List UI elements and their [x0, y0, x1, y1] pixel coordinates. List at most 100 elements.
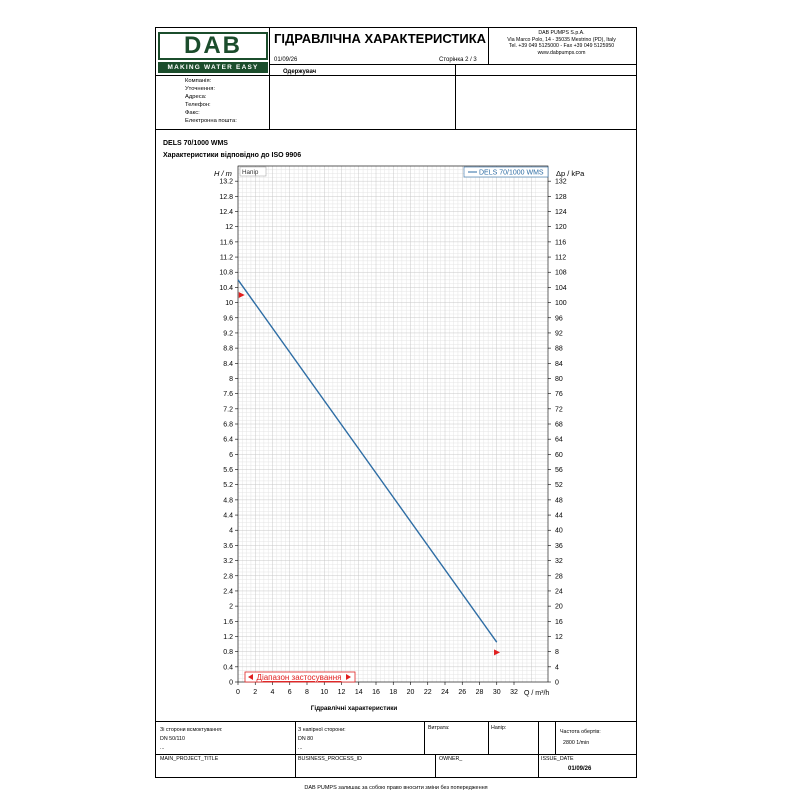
- x-tick-label: 28: [476, 689, 484, 696]
- suction-label: Зі сторони всмоктування:: [160, 727, 223, 733]
- y-right-tick-label: 0: [555, 680, 559, 687]
- recipient-field-email: Електронна пошта:: [185, 117, 237, 124]
- y-left-unit: H / m: [214, 169, 232, 178]
- y-left-tick-label: 2: [229, 604, 233, 611]
- y-left-tick-label: 9.2: [223, 330, 233, 337]
- right-axis-ticks: 0481216202428323640444852566064687276808…: [548, 179, 567, 687]
- y-right-tick-label: 24: [555, 588, 563, 595]
- y-right-tick-label: 4: [555, 664, 559, 671]
- y-right-tick-label: 32: [555, 558, 563, 565]
- x-tick-label: 22: [424, 689, 432, 696]
- y-right-tick-label: 8: [555, 649, 559, 656]
- y-left-tick-label: 4: [229, 528, 233, 535]
- company-website: www.dabpumps.com: [537, 49, 586, 56]
- suction-value: DN 50/110: [160, 736, 185, 742]
- y-right-tick-label: 64: [555, 437, 563, 444]
- y-right-tick-label: 80: [555, 376, 563, 383]
- application-range-box: [244, 671, 356, 683]
- y-right-tick-label: 76: [555, 391, 563, 398]
- y-left-tick-label: 2.4: [223, 588, 233, 595]
- y-right-tick-label: 20: [555, 604, 563, 611]
- range-right-arrow-icon: [346, 674, 351, 680]
- x-tick-label: 26: [458, 689, 466, 696]
- x-tick-label: 8: [305, 689, 309, 696]
- x-tick-label: 18: [389, 689, 397, 696]
- y-right-tick-label: 44: [555, 513, 563, 520]
- y-left-tick-label: 3.2: [223, 558, 233, 565]
- issue-date-label: ISSUE_DATE: [541, 756, 574, 762]
- product-subtitle: Характеристики відповідно до ISO 9906: [163, 152, 302, 159]
- recipient-label: Одержувач: [283, 69, 317, 75]
- header-divider: [269, 27, 270, 129]
- logo-wordmark: DAB: [158, 32, 268, 60]
- footer-divider: [435, 754, 436, 778]
- discharge-value: DN 80: [298, 736, 314, 742]
- x-unit: Q / m³/h: [524, 690, 549, 697]
- y-right-tick-label: 128: [555, 194, 567, 201]
- duty-limit-marker: [494, 649, 501, 656]
- owner-label: OWNER_: [439, 756, 463, 762]
- x-axis-title: Гідравлічні характеристики: [311, 704, 398, 712]
- curve-label: Напір: [242, 168, 259, 176]
- y-right-tick-label: 120: [555, 224, 567, 231]
- y-left-tick-label: 4.4: [223, 513, 233, 520]
- logo-tagline: MAKING WATER EASY: [158, 62, 268, 73]
- main-project-title: MAIN_PROJECT_TITLE: [160, 756, 219, 762]
- header-divider: [488, 27, 489, 64]
- footer-divider: [488, 721, 489, 754]
- y-left-tick-label: 12.4: [219, 209, 233, 216]
- y-left-tick-label: 11.2: [220, 255, 233, 262]
- discharge-extra: ...: [298, 745, 303, 751]
- y-right-tick-label: 12: [555, 634, 563, 641]
- x-tick-label: 0: [236, 689, 240, 696]
- y-right-tick-label: 92: [555, 330, 563, 337]
- x-tick-label: 10: [320, 689, 328, 696]
- y-right-tick-label: 100: [555, 300, 567, 307]
- y-left-tick-label: 10.4: [219, 285, 233, 292]
- y-left-tick-label: 11.6: [220, 239, 233, 246]
- y-right-tick-label: 68: [555, 422, 563, 429]
- y-right-tick-label: 28: [555, 573, 563, 580]
- y-left-tick-label: 6.4: [223, 437, 233, 444]
- y-left-tick-label: 8.4: [223, 361, 233, 368]
- document-title: ГІДРАВЛІЧНА ХАРАКТЕРИСТИКА: [274, 31, 487, 46]
- y-right-tick-label: 116: [555, 239, 566, 246]
- head-curve-line: [237, 279, 498, 643]
- y-left-tick-label: 8: [229, 376, 233, 383]
- footer-divider: [155, 754, 637, 755]
- x-tick-label: 12: [338, 689, 346, 696]
- footer-divider: [155, 721, 637, 722]
- flow-label: Витрата:: [428, 725, 450, 731]
- company-street: Via Marco Polo, 14 - 35035 Mestrino (PD)…: [507, 36, 616, 43]
- y-left-tick-label: 10.8: [219, 270, 233, 277]
- y-left-tick-label: 10: [225, 300, 233, 307]
- y-left-tick-label: 2.8: [223, 573, 233, 580]
- y-left-tick-label: 5.6: [223, 467, 233, 474]
- company-phone: Tel. +39 049 5125000 - Fax +39 049 51259…: [508, 43, 615, 49]
- recipient-fields: Компанія: Уточнення: Адреса: Телефон: Фа…: [185, 78, 237, 125]
- y-left-tick-label: 1.2: [223, 634, 233, 641]
- document-date: 01/09/26: [274, 57, 298, 63]
- header-divider: [155, 75, 637, 76]
- y-left-tick-label: 13.2: [219, 179, 233, 186]
- footer-divider: [424, 721, 425, 754]
- discharge-label: З напірної сторони:: [298, 727, 346, 733]
- company-name: DAB PUMPS S.p.A.: [538, 30, 585, 36]
- header-divider: [155, 129, 637, 130]
- y-right-tick-label: 16: [555, 619, 563, 626]
- y-right-tick-label: 52: [555, 482, 563, 489]
- curve-label-box: [239, 166, 267, 177]
- y-right-tick-label: 40: [555, 528, 563, 535]
- business-process-id: BUSINESS_PROCESS_ID: [298, 756, 362, 762]
- legend-label: DELS 70/1000 WMS: [479, 170, 544, 177]
- recipient-field-detail: Уточнення:: [185, 85, 215, 92]
- speed-label: Частота обертів:: [560, 729, 601, 735]
- x-tick-label: 14: [355, 689, 363, 696]
- y-right-tick-label: 84: [555, 361, 563, 368]
- x-tick-label: 16: [372, 689, 380, 696]
- issue-date-value: 01/09/26: [568, 766, 592, 772]
- y-left-tick-label: 0.8: [223, 649, 233, 656]
- head-label: Напір:: [491, 725, 507, 731]
- suction-extra: ...: [160, 745, 165, 751]
